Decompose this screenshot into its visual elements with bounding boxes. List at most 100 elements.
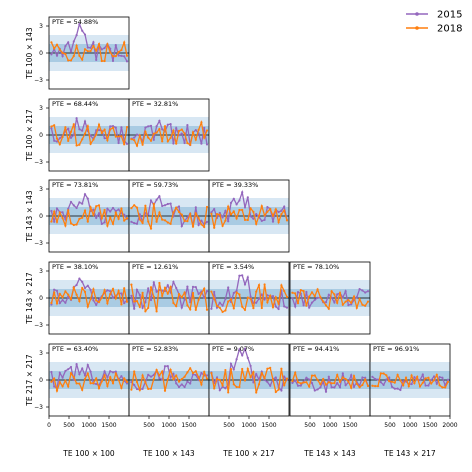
point-2015 <box>271 294 275 298</box>
point-2018 <box>166 140 169 143</box>
x-tick-label: 1000 <box>402 422 417 429</box>
point-2018 <box>285 295 289 299</box>
panel-4-4: PTE = 96.91% 500 1000 1500 2000 TE 143 × 217 <box>369 343 458 458</box>
point-2015 <box>169 202 172 205</box>
point-2015 <box>53 220 56 223</box>
point-2018 <box>229 368 233 371</box>
point-2018 <box>130 137 133 141</box>
point-2018 <box>280 367 283 370</box>
point-2018 <box>69 222 73 225</box>
point-2018 <box>186 142 189 145</box>
series-line-2018 <box>131 119 208 148</box>
point-2015 <box>263 218 266 221</box>
point-2015 <box>180 225 183 228</box>
point-2018 <box>175 374 178 377</box>
point-2015 <box>117 141 120 145</box>
panel-frame <box>289 261 371 335</box>
point-2018 <box>120 207 123 210</box>
panel-0-0: PTE = 54.88% −3 0 3 TE 100 × 143 <box>25 16 130 90</box>
point-2015 <box>310 381 314 385</box>
point-2015 <box>158 195 161 198</box>
point-2018 <box>215 377 219 381</box>
point-2015 <box>81 280 84 283</box>
point-2015 <box>155 290 158 293</box>
series-line-2015 <box>210 346 288 392</box>
point-2018 <box>444 386 447 389</box>
point-2015 <box>330 386 333 389</box>
point-2018 <box>330 290 333 293</box>
point-2018 <box>183 291 186 294</box>
point-2015 <box>95 303 98 306</box>
point-2018 <box>61 216 64 220</box>
point-2015 <box>255 301 258 304</box>
x-axis-label: TE 100 × 143 <box>142 449 195 458</box>
point-2018 <box>120 386 123 389</box>
point-2018 <box>147 220 150 223</box>
point-2015 <box>55 207 59 210</box>
point-2018 <box>194 212 197 215</box>
point-2015 <box>186 285 189 288</box>
pte-label: PTE = 54.88% <box>52 18 98 26</box>
point-2018 <box>358 298 361 301</box>
point-2018 <box>413 382 416 385</box>
point-2018 <box>224 309 227 312</box>
panel-2-1: PTE = 59.73% <box>128 179 210 253</box>
point-2015 <box>175 382 178 385</box>
point-2018 <box>210 371 213 375</box>
point-2015 <box>235 203 238 206</box>
point-2018 <box>149 286 153 289</box>
point-2018 <box>221 310 224 314</box>
point-2015 <box>180 306 183 309</box>
point-2018 <box>347 380 350 383</box>
point-2018 <box>97 42 101 46</box>
point-2015 <box>283 305 286 308</box>
point-2018 <box>203 136 206 139</box>
point-2018 <box>55 220 59 223</box>
point-2018 <box>50 380 53 383</box>
point-2015 <box>100 48 103 51</box>
series-line-2018 <box>50 285 128 310</box>
point-2015 <box>86 197 89 200</box>
point-2015 <box>180 383 183 386</box>
point-2018 <box>100 296 103 299</box>
panel-frame <box>208 261 290 335</box>
point-2015 <box>163 204 167 207</box>
point-2018 <box>175 305 178 308</box>
point-2018 <box>299 288 302 292</box>
y-tick-label: 0 <box>39 377 43 384</box>
point-2018 <box>103 59 106 63</box>
point-2015 <box>149 375 153 378</box>
panel-2-0: PTE = 73.81% −3 0 3 TE 143 × 143 <box>25 179 130 253</box>
point-2015 <box>75 362 78 366</box>
point-2018 <box>379 372 382 375</box>
y-tick-label: −3 <box>34 159 43 166</box>
point-2018 <box>189 367 192 370</box>
point-2015 <box>361 289 364 292</box>
point-2018 <box>161 370 164 373</box>
point-2015 <box>75 206 78 210</box>
point-2015 <box>213 290 216 294</box>
point-2015 <box>100 222 103 226</box>
point-2018 <box>109 292 112 296</box>
point-2018 <box>86 372 89 375</box>
point-2015 <box>92 41 95 44</box>
point-2018 <box>319 383 322 386</box>
pte-label: PTE = 9.07% <box>212 345 254 353</box>
point-2018 <box>138 134 141 137</box>
point-2018 <box>218 378 221 381</box>
point-2015 <box>50 127 53 130</box>
point-2015 <box>147 373 150 376</box>
point-2015 <box>172 280 175 284</box>
point-2018 <box>95 133 98 136</box>
point-2018 <box>291 291 294 294</box>
point-2018 <box>161 218 164 221</box>
point-2015 <box>194 206 197 209</box>
point-2018 <box>243 218 247 222</box>
point-2018 <box>338 291 342 295</box>
point-2015 <box>114 370 117 373</box>
point-2018 <box>86 305 89 308</box>
point-2018 <box>141 291 144 294</box>
point-2018 <box>218 306 221 309</box>
point-2018 <box>135 144 139 147</box>
point-2015 <box>218 211 221 215</box>
